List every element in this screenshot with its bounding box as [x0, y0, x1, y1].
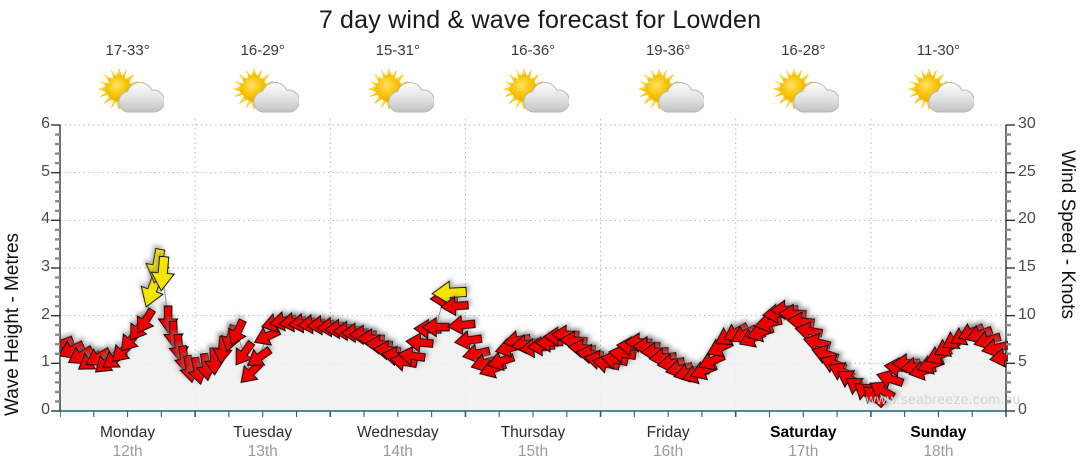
day-name: Saturday: [770, 424, 837, 441]
day-label: Saturday 17th: [733, 424, 873, 461]
watermark: www.seabreeze.com.au: [866, 391, 1021, 407]
wind-arrow: [253, 326, 282, 346]
weather-icon: [497, 66, 571, 125]
day-name: Wednesday: [357, 424, 439, 441]
day-date: 15th: [517, 443, 549, 460]
weather-icon: [632, 66, 706, 125]
temperature-range: 16-29°: [240, 42, 285, 59]
left-axis-tick-label: 5: [41, 162, 50, 180]
wind-arrow: [136, 307, 157, 334]
temperature-range: 16-28°: [781, 42, 826, 59]
day-label: Monday 12th: [58, 424, 198, 461]
temperature-range: 19-36°: [645, 42, 691, 59]
weather-icon-row: [0, 66, 1080, 124]
day-name: Thursday: [500, 424, 566, 441]
day-name: Monday: [99, 424, 156, 441]
left-axis-tick-label: 0: [41, 401, 50, 418]
wind-arrow: [157, 305, 179, 334]
right-axis-tick-label: 5: [1018, 353, 1027, 371]
weather-icon: [767, 66, 841, 125]
day-date: 12th: [112, 443, 143, 460]
wind-arrow: [486, 351, 516, 372]
temperature-range: 16-36°: [510, 42, 556, 59]
wind-shading: [60, 266, 1006, 411]
day-label-row: Monday 12th Tuesday 13th Wednesday 14th Thursd…: [0, 424, 1080, 472]
wind-arrow: [989, 347, 1008, 368]
day-name: Friday: [646, 424, 690, 441]
day-name: Tuesday: [233, 424, 293, 441]
weather-icon: [902, 66, 976, 125]
day-label: Sunday 18th: [868, 424, 1008, 461]
day-date: 16th: [653, 443, 684, 460]
day-date: 13th: [247, 443, 278, 460]
day-date: 18th: [923, 443, 954, 460]
day-label: Wednesday 14th: [328, 424, 468, 461]
right-axis-title: Wind Speed - Knots: [1057, 150, 1078, 319]
right-axis-tick-label: 25: [1018, 162, 1036, 180]
axis-lines: [60, 410, 1007, 417]
partly-cloudy-icon: [97, 68, 165, 113]
page-title: 7 day wind & wave forecast for Lowden: [318, 6, 762, 34]
partly-cloudy-icon: [367, 68, 435, 113]
weather-icon: [92, 66, 165, 125]
right-axis-tick-label: 20: [1018, 210, 1036, 228]
temperature-row: 17-33° 16-29° 15-31° 16-36° 19-36° 16-28° 11-3…: [0, 42, 1080, 64]
partly-cloudy-icon: [908, 68, 976, 113]
left-axis-tick-label: 3: [41, 258, 50, 275]
right-axis-tick-label: 0: [1018, 401, 1027, 418]
wind-arrow: [150, 255, 176, 292]
left-axis-tick-label: 6: [41, 115, 50, 132]
left-axis-tick-label: 2: [41, 305, 50, 323]
day-date: 17th: [788, 443, 819, 460]
day-label: Thursday 15th: [463, 424, 603, 461]
partly-cloudy-icon: [638, 68, 706, 113]
plot-area: [60, 119, 1008, 417]
day-label: Friday 16th: [598, 424, 738, 461]
partly-cloudy-icon: [773, 68, 841, 113]
temperature-range: 15-31°: [375, 42, 421, 59]
day-label: Tuesday 13th: [193, 424, 333, 461]
right-axis-tick-label: 10: [1018, 305, 1036, 323]
wind-arrow: [246, 346, 273, 366]
temperature-range: 11-30°: [916, 42, 961, 59]
wind-arrow: [440, 295, 469, 317]
day-name: Sunday: [910, 424, 967, 441]
left-axis-tick-label: 4: [41, 210, 50, 228]
left-axis-tick-label: 1: [41, 353, 50, 371]
weather-icon: [362, 66, 435, 125]
temperature-range: 17-33°: [105, 42, 150, 59]
day-date: 14th: [382, 443, 413, 460]
weather-icon: [227, 66, 300, 125]
left-axis-title: Wave Height - Metres: [2, 232, 23, 416]
wind-arrow: [227, 318, 247, 346]
partly-cloudy-icon: [503, 68, 571, 113]
wind-direction-arrows: [60, 247, 1008, 409]
right-axis-tick-label: 30: [1018, 115, 1036, 132]
wind-arrow: [447, 314, 476, 336]
partly-cloudy-icon: [232, 68, 300, 113]
right-axis-tick-label: 15: [1018, 258, 1036, 275]
gridlines: [60, 119, 1006, 411]
